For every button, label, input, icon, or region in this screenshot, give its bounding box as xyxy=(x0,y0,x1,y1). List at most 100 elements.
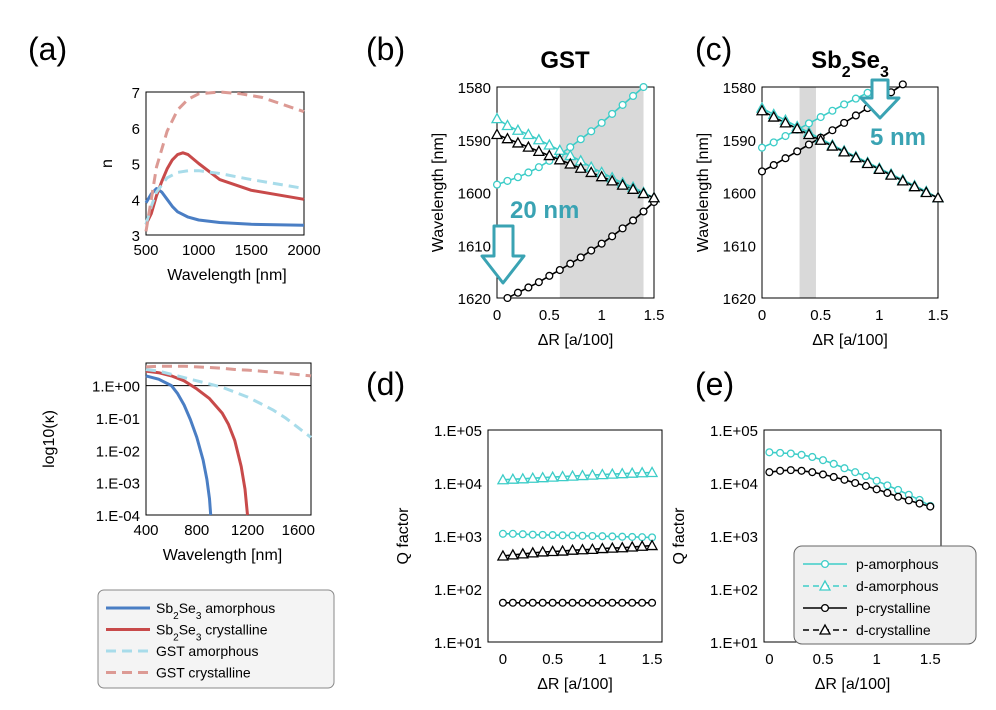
p-amorphous-marker xyxy=(861,472,870,481)
p-crystalline-marker xyxy=(757,167,767,176)
legend-e-label: d-crystalline xyxy=(856,622,931,638)
d-crystalline-marker xyxy=(908,180,921,192)
p-amorphous-marker xyxy=(829,459,838,468)
p-crystalline-marker xyxy=(576,253,585,262)
p-amorphous-marker xyxy=(628,532,637,541)
x-tick-label: 1000 xyxy=(182,242,215,259)
d-crystalline-marker xyxy=(490,128,504,140)
p-crystalline-marker xyxy=(587,246,596,255)
p-amorphous-marker xyxy=(508,529,517,538)
p-amorphous-marker xyxy=(757,143,767,152)
p-crystalline-marker xyxy=(851,111,860,120)
p-amorphous-marker xyxy=(568,531,577,540)
panel-label-e: (e) xyxy=(695,366,734,402)
y-axis-label: Wavelength [nm] xyxy=(695,133,712,252)
y-tick-label: 4 xyxy=(132,192,140,209)
d-crystalline-marker xyxy=(522,140,535,152)
series-line-p-amorphous xyxy=(502,533,653,539)
shaded-region xyxy=(799,87,816,298)
d-crystalline-marker xyxy=(873,162,886,174)
legend-a-text-part: Se xyxy=(179,600,196,616)
d-amorphous-marker xyxy=(596,468,609,480)
series-line-0 xyxy=(144,187,305,227)
legend-a-label: Sb2Se3 crystalline xyxy=(156,622,268,644)
p-amorphous-marker xyxy=(528,530,537,539)
series-line-3 xyxy=(144,90,305,232)
x-axis-label: Wavelength [nm] xyxy=(163,547,282,564)
x-tick-label: 0 xyxy=(499,651,507,668)
x-tick-label: 0.5 xyxy=(539,307,560,324)
series-line-d-crystalline xyxy=(761,109,939,199)
legend-a-text-part: Sb xyxy=(156,600,173,616)
series-line-d-amorphous xyxy=(502,471,653,481)
y-axis-label: Q factor xyxy=(395,507,412,565)
d-amorphous-marker xyxy=(501,119,514,131)
legend-e-box xyxy=(793,545,977,645)
p-amorphous-marker xyxy=(639,82,648,92)
d-crystalline-marker xyxy=(647,191,661,203)
arrow-down-icon xyxy=(480,224,526,285)
p-crystalline-marker xyxy=(548,598,557,607)
legend-a-label: GST amorphous xyxy=(156,643,258,659)
y-tick-label: 1590 xyxy=(458,133,491,150)
y-axis-label: n xyxy=(99,159,116,168)
y-tick-label: 1620 xyxy=(458,291,491,308)
x-tick-label: 0.5 xyxy=(813,651,834,668)
p-crystalline-marker xyxy=(793,147,802,156)
d-amorphous-marker xyxy=(511,123,525,135)
x-tick-label: 1.5 xyxy=(644,307,665,324)
d-crystalline-marker xyxy=(849,151,862,163)
p-crystalline-marker xyxy=(781,154,790,163)
p-amorphous-marker xyxy=(608,109,617,118)
p-amorphous-marker xyxy=(513,173,522,182)
legend-a-text-part: 2 xyxy=(173,632,179,643)
p-crystalline-marker xyxy=(638,598,647,607)
p-crystalline-marker xyxy=(566,259,575,268)
legend-a-label: Sb2Se3 amorphous xyxy=(156,600,275,622)
p-crystalline-marker xyxy=(776,466,785,475)
p-amorphous-marker xyxy=(776,448,785,457)
d-crystalline-marker xyxy=(496,549,510,561)
p-crystalline-marker xyxy=(534,278,543,287)
x-tick-label: 1600 xyxy=(282,522,315,539)
d-amorphous-marker xyxy=(516,472,529,484)
chart-title-part: 2 xyxy=(842,64,851,81)
p-amorphous-marker xyxy=(588,531,597,541)
d-crystalline-marker xyxy=(596,542,609,554)
d-amorphous-marker xyxy=(526,471,539,483)
d-crystalline-marker xyxy=(564,157,577,169)
y-tick-label: 1600 xyxy=(723,186,756,203)
d-crystalline-marker xyxy=(896,174,909,186)
p-amorphous-marker xyxy=(828,106,837,115)
series-line-1 xyxy=(145,369,249,516)
series-line-p-amorphous xyxy=(769,451,931,507)
y-tick-label: 1.E-03 xyxy=(96,476,140,493)
p-crystalline-marker xyxy=(883,488,892,497)
d-crystalline-marker xyxy=(501,132,514,144)
d-crystalline-marker xyxy=(595,170,608,182)
d-crystalline-marker xyxy=(637,187,650,199)
p-amorphous-marker xyxy=(894,485,903,494)
p-crystalline-marker xyxy=(639,207,648,216)
y-tick-label: 1610 xyxy=(458,238,491,255)
y-tick-label: 6 xyxy=(132,121,140,138)
x-tick-label: 1 xyxy=(875,307,883,324)
p-amorphous-marker xyxy=(840,464,849,473)
d-crystalline-marker xyxy=(616,541,629,553)
d-amorphous-marker xyxy=(566,469,579,481)
p-crystalline-marker xyxy=(513,288,522,297)
p-crystalline-marker xyxy=(861,481,870,490)
p-crystalline-marker xyxy=(769,161,778,170)
x-axis-label: ΔR [a/100] xyxy=(538,332,614,349)
d-crystalline-marker xyxy=(526,546,539,558)
d-crystalline-marker xyxy=(791,122,804,134)
series-line-2 xyxy=(144,169,305,225)
p-amorphous-marker xyxy=(578,531,587,540)
p-crystalline-marker xyxy=(648,598,657,607)
y-tick-label: 1.E+03 xyxy=(710,529,758,546)
p-amorphous-marker xyxy=(538,530,547,539)
y-axis-label: Q factor xyxy=(671,507,688,565)
d-amorphous-marker xyxy=(532,133,545,145)
